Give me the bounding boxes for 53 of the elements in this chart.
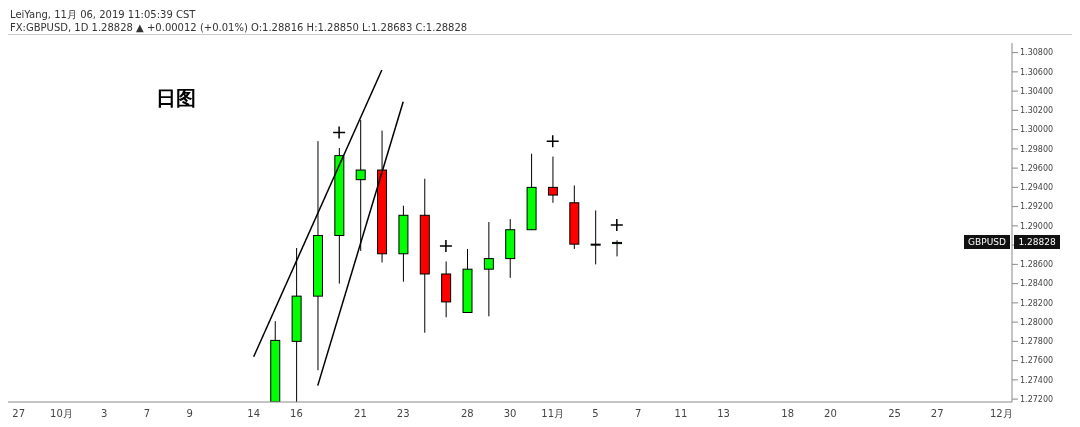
y-tick-label: 1.27800 [1020,337,1054,347]
x-tick-label: 20 [824,408,837,420]
candlestick [590,209,601,265]
x-tick-label: 30 [503,408,517,420]
y-tick-label: 1.30200 [1020,106,1054,116]
x-tick-label: 18 [781,408,795,420]
x-tick-label: 21 [354,408,367,420]
y-tick-label: 1.30400 [1020,86,1054,96]
y-tick-label: 1.29800 [1020,144,1054,154]
y-tick-label: 1.29000 [1020,221,1054,231]
x-tick-label: 27 [930,408,944,420]
x-tick-label: 9 [186,408,193,420]
y-tick-label: 1.28200 [1020,298,1054,308]
x-tick-label: 13 [717,408,730,420]
y-tick-label: 1.29400 [1020,183,1054,193]
x-tick-label: 27 [12,408,26,420]
annotation: GBPUSD [964,235,1010,250]
y-tick-label: 1.28600 [1020,260,1054,270]
candlestick [547,156,558,204]
y-tick-label: 1.29600 [1020,163,1054,173]
point [332,125,346,140]
y-tick-label: 1.27600 [1020,356,1054,366]
y-tick-label: 1.28400 [1020,279,1054,289]
text: 日图 [156,85,196,112]
x-tick-label: 23 [396,408,410,420]
x-tick-label: 25 [888,408,901,420]
point [439,239,453,253]
text: 1.28828 [1014,235,1060,250]
y-tick-label: 1.27200 [1020,394,1054,404]
text: LeiYang, 11月 06, 2019 11:05:39 CST [10,8,197,21]
candlestick [355,119,366,252]
y-tick-label: 1.28000 [1020,317,1054,327]
candlestick [612,239,623,257]
x-tick-label: 11 [674,408,688,420]
x-tick-label: 16 [290,408,303,420]
x-tick-label: 5 [592,408,599,420]
y-tick-label: 1.30600 [1020,67,1054,77]
y-tick-label: 1.27400 [1020,375,1054,385]
x-tick-label: 28 [460,408,474,420]
point [545,134,560,148]
text: FX:GBPUSD, 1D 1.28828 ▲ +0.00012 (+0.01%) O:1.28816 H:1.28850 L:1.28683 C:1.28828 [10,21,469,34]
candlestick [483,221,494,317]
y-tick-label: 1.30800 [1020,48,1054,58]
x-tick-label: 11月 [541,408,565,420]
x-tick-label: 7 [634,408,642,420]
x-tick-label: 10月 [50,408,73,420]
x-tick-label: 14 [247,408,261,420]
x-tick-label: 12月 [989,408,1013,420]
y-tick-label: 1.30000 [1020,125,1054,135]
x-tick-label: 7 [143,408,151,420]
point [610,218,624,232]
x-tick-label: 3 [100,408,108,420]
y-tick-label: 1.29200 [1020,202,1054,212]
